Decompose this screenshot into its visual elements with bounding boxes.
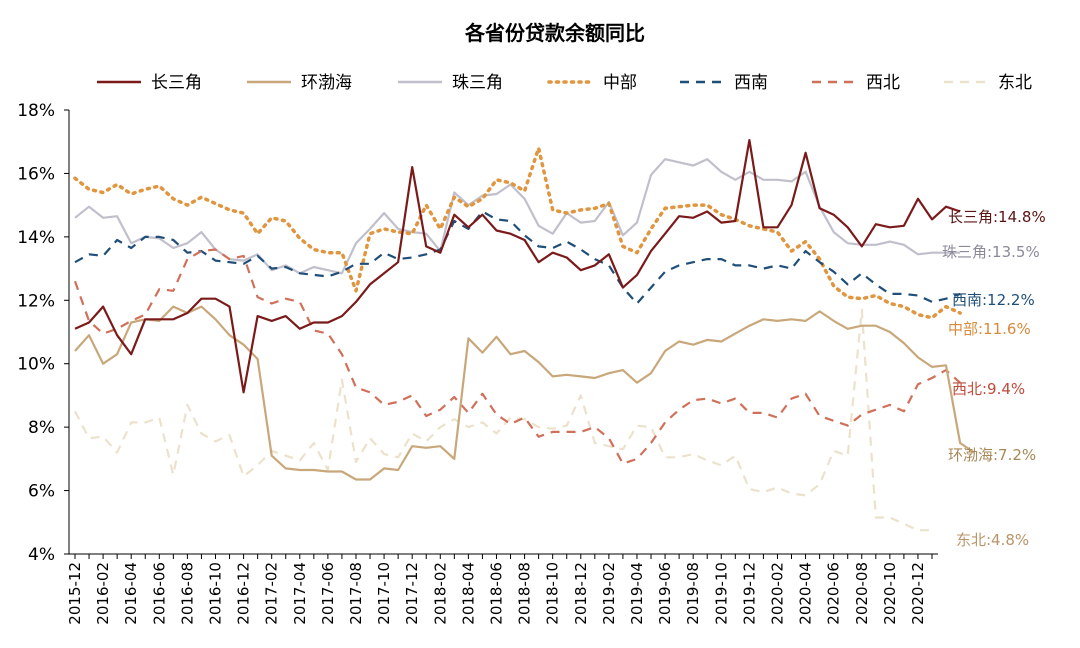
legend-item: 东北 [944,73,1032,93]
x-tick-label: 2020-04 [797,562,815,625]
legend-label: 东北 [998,73,1032,93]
x-tick-label: 2016-02 [94,562,112,625]
legend-item: 长三角 [97,73,202,93]
series-line [73,248,961,465]
series-end-label: 长三角:14.8% [948,208,1046,226]
x-tick-label: 2017-06 [319,562,337,625]
x-tick-label: 2020-02 [768,562,786,625]
x-tick-label: 2020-12 [909,562,927,625]
x-tick-label: 2016-04 [122,562,140,625]
series-line [74,158,961,275]
y-tick-label: 6% [28,482,55,502]
series-end-label: 东北:4.8% [956,531,1029,549]
legend-label: 西南 [734,73,768,93]
x-axis: 2015-12 2016-02 2016-04 2016-06 2016-08 2016-… [66,553,938,625]
y-tick-label: 16% [17,164,55,184]
series-end-label: 西北:9.4% [952,380,1025,398]
x-tick-label: 2018-04 [459,562,477,625]
series-line [74,305,975,481]
series-line [73,146,962,320]
x-tick-label: 2019-02 [600,562,618,625]
x-tick-label: 2020-06 [825,562,843,625]
x-tick-label: 2019-12 [740,562,758,625]
x-tick-label: 2017-04 [291,562,309,625]
legend-item: 西南 [680,73,768,93]
legend-item: 西北 [812,73,900,93]
legend-label: 中部 [603,73,637,93]
x-tick-label: 2018-08 [516,562,534,625]
x-tick-label: 2015-12 [66,562,84,625]
legend-label: 珠三角 [452,73,503,93]
end-labels: 长三角:14.8% 环渤海:7.2% 珠三角:13.5% 中部:11.6% 西南:12.… [942,208,1046,549]
legend-label: 长三角 [151,73,202,93]
legend-label: 环渤海 [301,73,352,93]
series-end-label: 环渤海:7.2% [948,446,1036,464]
x-tick-label: 2016-06 [150,562,168,625]
x-tick-label: 2019-06 [656,562,674,625]
x-tick-label: 2016-08 [178,562,196,625]
series-line [74,210,961,305]
y-tick-label: 4% [28,545,55,565]
legend: 长三角 环渤海 珠三角 中部 西南 西北 东北 [97,73,1032,93]
x-tick-label: 2017-12 [403,562,421,625]
x-tick-label: 2019-04 [628,562,646,625]
y-tick-label: 8% [28,418,55,438]
legend-item: 珠三角 [398,73,503,93]
x-tick-label: 2017-08 [347,562,365,625]
series-line [74,139,961,394]
legend-item: 环渤海 [247,73,352,93]
x-tick-label: 2019-08 [684,562,702,625]
x-tick-label: 2018-02 [431,562,449,625]
series-end-label: 中部:11.6% [948,320,1031,338]
x-tick-label: 2020-08 [853,562,871,625]
legend-item: 中部 [547,73,637,93]
series-line [74,308,932,532]
x-tick-label: 2017-10 [375,562,393,625]
x-tick-label: 2018-06 [487,562,505,625]
x-tick-label: 2020-10 [881,562,899,625]
x-tick-label: 2018-10 [544,562,562,625]
chart-title: 各省份贷款余额同比 [464,21,645,45]
legend-label: 西北 [866,73,900,93]
x-tick-label: 2016-12 [235,562,253,625]
y-tick-label: 14% [17,228,55,248]
x-tick-label: 2017-02 [263,562,281,625]
y-tick-label: 18% [17,101,55,121]
series-end-label: 西南:12.2% [952,291,1035,309]
series-end-label: 珠三角:13.5% [942,243,1040,261]
series-layer [73,139,975,532]
y-tick-label: 10% [17,355,55,375]
x-tick-label: 2019-10 [712,562,730,625]
y-axis: 4% 6% 8% 10% 12% 14% 16% 18% [17,101,70,565]
x-tick-label: 2016-10 [206,562,224,625]
y-tick-label: 12% [17,291,55,311]
x-tick-label: 2018-12 [572,562,590,625]
